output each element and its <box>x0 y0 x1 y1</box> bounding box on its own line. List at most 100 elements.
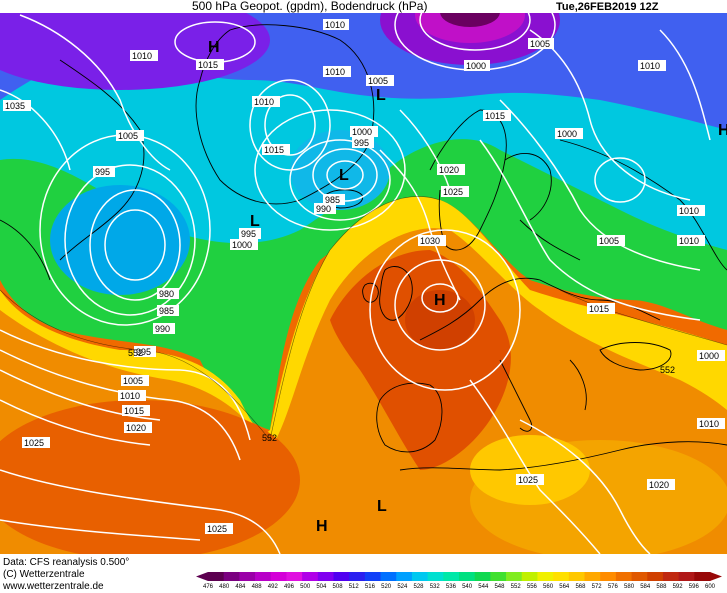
isobar-label: 1000 <box>230 239 258 250</box>
svg-text:1025: 1025 <box>24 438 44 448</box>
geopotential-label: 552 <box>262 433 277 443</box>
geopotential-label: 552 <box>660 365 675 375</box>
legend-tick-label: 524 <box>397 584 408 590</box>
legend-swatch <box>270 572 287 581</box>
isobar-label: 1005 <box>597 235 625 246</box>
svg-text:1010: 1010 <box>699 419 719 429</box>
svg-text:995: 995 <box>241 229 256 239</box>
legend-tick-label: 584 <box>640 584 651 590</box>
isobar-label: 995 <box>352 137 374 148</box>
legend-swatch <box>631 572 648 581</box>
svg-text:1010: 1010 <box>325 20 345 30</box>
svg-text:1010: 1010 <box>120 391 140 401</box>
isobar-label: 1020 <box>647 479 675 490</box>
legend-swatch <box>317 572 334 581</box>
low-pressure-marker: L <box>339 167 349 184</box>
svg-text:1020: 1020 <box>439 165 459 175</box>
legend-tick-label: 564 <box>559 584 570 590</box>
legend-tick-label: 484 <box>235 584 246 590</box>
legend-tick-label: 588 <box>656 584 667 590</box>
legend-tick-label: 476 <box>203 584 214 590</box>
map-title: 500 hPa Geopot. (gpdm), Bodendruck (hPa) <box>192 0 427 13</box>
isobar-label: 1025 <box>22 437 50 448</box>
svg-text:1010: 1010 <box>679 206 699 216</box>
legend-swatch <box>255 572 272 581</box>
isobar-label: 980 <box>157 288 179 299</box>
legend-tick-label: 504 <box>316 584 327 590</box>
legend-swatch <box>584 572 601 581</box>
legend-tick-label: 480 <box>219 584 230 590</box>
svg-text:1005: 1005 <box>118 131 138 141</box>
svg-text:990: 990 <box>316 204 331 214</box>
isobar-label: 1035 <box>3 100 31 111</box>
isobar-label: 1010 <box>697 418 725 429</box>
legend-tick-label: 556 <box>527 584 538 590</box>
legend-tick-label: 568 <box>575 584 586 590</box>
legend-tick-label: 528 <box>414 584 425 590</box>
svg-text:1015: 1015 <box>589 304 609 314</box>
svg-text:1025: 1025 <box>518 475 538 485</box>
legend-tick-label: 536 <box>446 584 457 590</box>
map-date: Tue,26FEB2019 12Z <box>556 1 659 13</box>
isobar-label: 995 <box>239 228 261 239</box>
geopotential-field <box>0 13 727 554</box>
svg-text:1005: 1005 <box>530 39 550 49</box>
isobar-label: 1000 <box>464 60 490 71</box>
svg-text:1025: 1025 <box>443 187 463 197</box>
legend-tick-label: 544 <box>478 584 489 590</box>
legend-swatch <box>223 572 240 581</box>
legend-tick-label: 592 <box>673 584 684 590</box>
legend-tick-label: 552 <box>511 584 522 590</box>
svg-text:1020: 1020 <box>126 423 146 433</box>
svg-text:995: 995 <box>136 347 151 357</box>
low-pressure-marker: L <box>376 87 386 104</box>
isobar-label: 1000 <box>697 350 725 361</box>
legend-swatch <box>694 572 711 581</box>
isobar-label: 1025 <box>441 186 469 197</box>
legend-tick-label: 512 <box>349 584 360 590</box>
low-pressure-marker: L <box>377 498 387 515</box>
legend-swatch <box>553 572 570 581</box>
svg-text:985: 985 <box>159 306 174 316</box>
svg-text:1005: 1005 <box>599 236 619 246</box>
svg-text:990: 990 <box>155 324 170 334</box>
legend-swatch <box>208 572 225 581</box>
legend-swatch <box>239 572 256 581</box>
svg-text:1000: 1000 <box>352 127 372 137</box>
svg-text:1015: 1015 <box>485 111 505 121</box>
isobar-label: 985 <box>157 305 179 316</box>
isobar-label: 1010 <box>677 205 705 216</box>
isobar-label: 1020 <box>437 164 465 175</box>
isobar-label: 1005 <box>528 38 554 49</box>
svg-text:1010: 1010 <box>640 61 660 71</box>
isobar-label: 985 <box>323 194 345 205</box>
svg-text:1010: 1010 <box>679 236 699 246</box>
legend-tick-label: 492 <box>268 584 279 590</box>
legend-tick-label: 548 <box>494 584 505 590</box>
isobar-label: 1005 <box>116 130 144 141</box>
svg-text:1000: 1000 <box>699 351 719 361</box>
high-pressure-marker: H <box>316 518 328 535</box>
legend-swatch <box>600 572 617 581</box>
legend-swatch <box>380 572 397 581</box>
legend-tick-label: 580 <box>624 584 635 590</box>
isobar-label: 1010 <box>638 60 666 71</box>
legend-swatch <box>459 572 476 581</box>
pressure-systems: H L L L H H L H <box>208 39 727 535</box>
isobar-label: 1000 <box>555 128 583 139</box>
legend-swatch <box>521 572 538 581</box>
isobar-label: 1015 <box>483 110 511 121</box>
svg-text:1005: 1005 <box>368 76 388 86</box>
legend-swatch <box>443 572 460 581</box>
legend-swatch <box>474 572 491 581</box>
legend-tick-label: 488 <box>252 584 263 590</box>
pressure-labels: 1010 1005 1000 1035 1010 1015 1010 1005 … <box>3 19 725 534</box>
legend-swatch <box>647 572 664 581</box>
isobar-label: 1015 <box>587 303 615 314</box>
legend-swatch <box>490 572 507 581</box>
legend-swatch <box>568 572 585 581</box>
high-pressure-marker: H <box>434 292 446 309</box>
svg-text:995: 995 <box>354 138 369 148</box>
legend-swatch <box>678 572 695 581</box>
